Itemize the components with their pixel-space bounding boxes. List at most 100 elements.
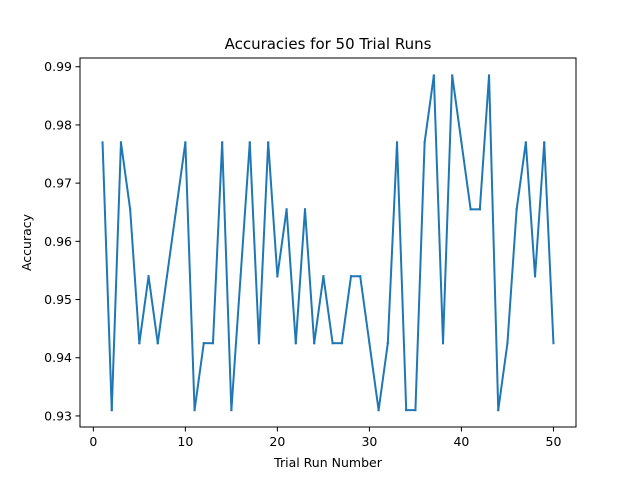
line-segment — [303, 208, 316, 345]
series-line — [101, 74, 555, 412]
axes-frame — [79, 57, 577, 428]
data-point — [129, 208, 132, 211]
data-point — [165, 275, 168, 278]
line-segment — [156, 275, 169, 345]
data-point — [414, 409, 417, 412]
line-segment — [386, 141, 399, 345]
y-tick-label: 0.96 — [44, 234, 72, 249]
line-segment — [377, 342, 389, 412]
data-point — [303, 208, 306, 211]
line-segment — [478, 74, 491, 211]
data-point — [359, 275, 362, 278]
data-point — [543, 141, 546, 144]
line-segment — [460, 141, 472, 211]
plot-area — [101, 74, 555, 412]
data-point — [506, 342, 509, 345]
data-point — [221, 141, 224, 144]
data-point — [460, 141, 463, 144]
data-point — [350, 275, 353, 278]
data-point — [396, 141, 399, 144]
data-point — [497, 409, 500, 412]
x-tick-label: 0 — [89, 434, 97, 449]
data-point — [175, 208, 178, 211]
line-segment — [129, 208, 141, 345]
line-segment — [138, 275, 150, 345]
line-segment — [432, 74, 445, 345]
data-point — [534, 275, 537, 278]
line-segment — [165, 208, 178, 278]
data-point — [267, 141, 270, 144]
data-point — [184, 141, 187, 144]
x-tick-label: 10 — [177, 434, 193, 449]
line-segment — [119, 141, 132, 211]
line-segment — [506, 208, 518, 345]
line-segment — [533, 141, 546, 278]
line-segment — [451, 74, 463, 144]
x-tick-label: 30 — [361, 434, 377, 449]
line-segment — [543, 141, 555, 345]
line-segment — [175, 141, 187, 211]
data-point — [432, 74, 435, 77]
data-point — [386, 342, 389, 345]
line-segment — [147, 275, 159, 345]
data-point — [193, 409, 196, 412]
data-point — [451, 74, 454, 77]
data-point — [239, 275, 242, 278]
data-point — [230, 409, 233, 412]
line-segment — [285, 208, 297, 345]
y-tick-label: 0.94 — [44, 350, 72, 365]
line-segment — [184, 141, 196, 412]
data-point — [340, 342, 343, 345]
data-point — [488, 74, 491, 77]
data-point — [313, 342, 316, 345]
x-tick-label: 50 — [546, 434, 562, 449]
y-axis-label: Accuracy — [19, 213, 34, 271]
line-segment — [322, 275, 334, 345]
x-tick-label: 40 — [453, 434, 469, 449]
line-segment — [488, 74, 500, 412]
y-tick-label: 0.95 — [44, 292, 72, 307]
data-point — [110, 409, 113, 412]
data-point — [138, 342, 141, 345]
x-axis-label: Trial Run Number — [273, 455, 383, 470]
line-segment — [230, 275, 242, 412]
data-point — [248, 141, 251, 144]
y-tick-label: 0.99 — [44, 59, 72, 74]
data-point — [368, 342, 371, 345]
line-segment — [340, 275, 353, 345]
data-point — [524, 141, 527, 144]
data-point — [331, 342, 334, 345]
line-segment — [368, 342, 380, 412]
data-point — [478, 208, 481, 211]
x-axis-ticks: 0 10 20 30 40 50 — [89, 427, 561, 449]
data-point — [442, 342, 445, 345]
line-segment — [101, 141, 113, 412]
line-segment — [359, 275, 371, 345]
chart-title: Accuracies for 50 Trial Runs — [225, 35, 432, 53]
data-point — [423, 141, 426, 144]
data-point — [285, 208, 288, 211]
line-segment — [395, 141, 408, 412]
line-segment — [423, 74, 435, 144]
data-point — [405, 409, 408, 412]
x-tick-label: 20 — [269, 434, 285, 449]
data-point — [377, 409, 380, 412]
line-segment — [313, 275, 325, 345]
line-segment — [294, 208, 307, 345]
line-segment — [414, 141, 426, 412]
y-tick-label: 0.98 — [44, 117, 72, 132]
line-segment — [248, 141, 261, 345]
line-segment — [221, 141, 233, 412]
data-point — [322, 275, 325, 278]
data-point — [515, 208, 518, 211]
data-point — [101, 141, 104, 144]
data-point — [257, 342, 260, 345]
data-point — [156, 342, 159, 345]
line-segment — [497, 342, 509, 412]
data-point — [276, 275, 279, 278]
line-segment — [276, 208, 288, 278]
line-segment — [267, 141, 279, 278]
data-point — [119, 141, 122, 144]
